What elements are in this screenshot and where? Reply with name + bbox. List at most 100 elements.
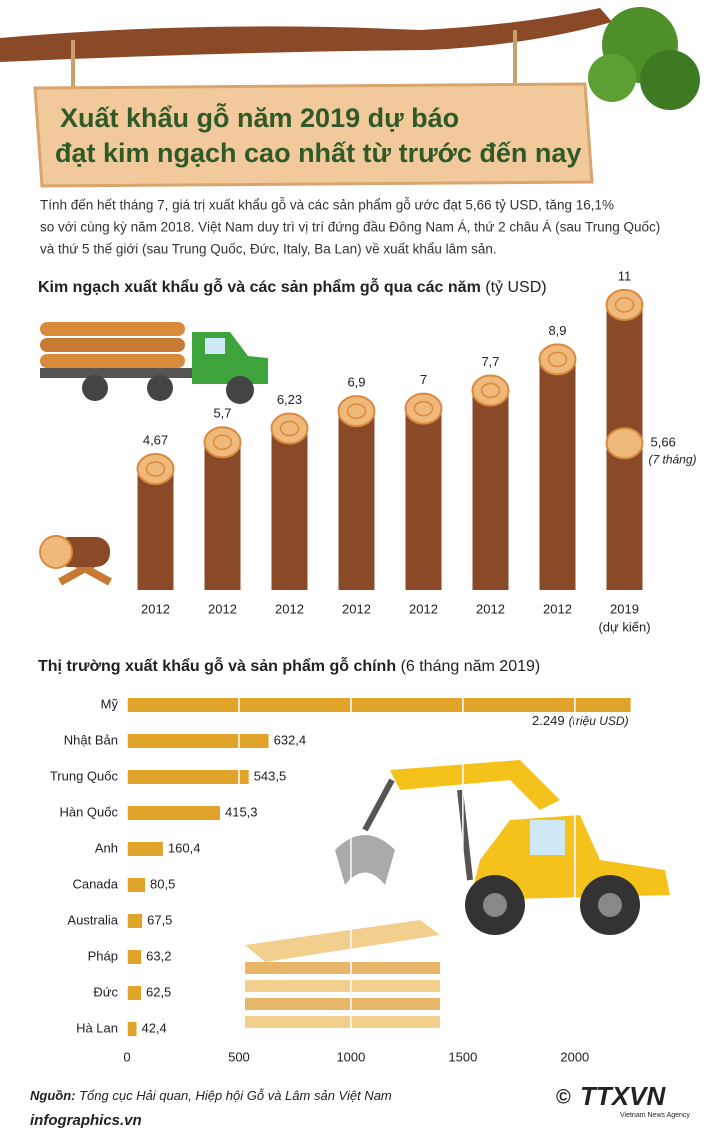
log-top <box>404 392 443 425</box>
x-tick-note: (dự kiến) <box>598 619 650 634</box>
x-tick-label: 2012 <box>409 601 438 616</box>
x-tick-label: 2012 <box>543 601 572 616</box>
value-label: 160,4 <box>168 840 201 855</box>
x-tick-label: 0 <box>123 1049 130 1064</box>
value-text: 2.249 <box>532 713 565 728</box>
x-tick-label: 1000 <box>336 1049 365 1064</box>
chart-title-text: Thị trường xuất khẩu gỗ và sản phẩm gỗ c… <box>38 656 396 675</box>
category-label: Anh <box>95 840 118 855</box>
x-tick-label: 2012 <box>141 601 170 616</box>
log-pile <box>39 535 112 586</box>
log-ring <box>480 382 501 399</box>
log <box>137 468 174 590</box>
chart-title: Thị trường xuất khẩu gỗ và sản phẩm gỗ c… <box>38 656 540 675</box>
unit: (triệu USD) <box>569 714 629 728</box>
value-label: 4,67 <box>143 432 168 447</box>
title-line: đạt kim ngạch cao nhất từ trước đến nay <box>55 138 581 168</box>
intro-line: Tính đến hết tháng 7, giá trị xuất khẩu … <box>40 198 614 213</box>
x-tick-label: 2012 <box>208 601 237 616</box>
partial-label: 5,66 <box>651 435 676 450</box>
value-label: 80,5 <box>150 876 175 891</box>
partial-mark <box>605 427 644 460</box>
chart-title: Kim ngạch xuất khẩu gỗ và các sản phẩm g… <box>38 277 547 296</box>
category-label: Mỹ <box>101 696 119 711</box>
intro-line: và thứ 5 thế giới (sau Trung Quốc, Đức, … <box>40 242 497 257</box>
log-ring <box>614 297 635 313</box>
log-top <box>136 452 175 485</box>
category-label: Australia <box>67 912 118 927</box>
category-label: Trung Quốc <box>50 768 119 783</box>
wooden-sign <box>33 82 594 188</box>
value-label: 11 <box>618 268 632 283</box>
bar <box>127 734 269 748</box>
log <box>472 390 509 590</box>
bar <box>127 950 142 964</box>
log-ring <box>413 400 434 417</box>
bar <box>127 1022 137 1036</box>
value-label: 7,7 <box>481 354 499 369</box>
log <box>338 411 375 590</box>
category-label: Hàn Quốc <box>59 804 118 819</box>
bar <box>127 842 163 856</box>
source: Nguồn: Tổng cục Hải quan, Hiệp hội Gỗ và… <box>30 1088 392 1103</box>
chart-subtitle: (tỷ USD) <box>485 279 546 296</box>
value-label: 67,5 <box>147 912 172 927</box>
bar <box>127 770 249 784</box>
log-ring <box>346 403 367 419</box>
log-ring <box>145 461 166 477</box>
value-label: 7 <box>420 372 427 387</box>
intro-line: so với cùng kỳ năm 2018. Việt Nam duy tr… <box>40 220 660 235</box>
truck <box>40 322 268 404</box>
x-tick-label: 2012 <box>275 601 304 616</box>
value-label: 42,4 <box>141 1020 166 1035</box>
copyright: © <box>556 1086 571 1108</box>
log-top <box>538 343 577 376</box>
log-ring <box>212 434 233 451</box>
bar <box>127 986 141 1000</box>
bar <box>127 878 146 892</box>
log-top <box>337 395 376 428</box>
loader <box>335 760 670 935</box>
title-line: Xuất khẩu gỗ năm 2019 dự báo <box>60 102 459 133</box>
category-label: Đức <box>93 984 118 999</box>
log <box>539 359 576 590</box>
leaves <box>588 7 700 110</box>
chart-subtitle: (6 tháng năm 2019) <box>401 658 541 675</box>
log-top <box>203 426 242 459</box>
log-top <box>605 288 644 321</box>
log <box>271 428 308 590</box>
log <box>405 408 442 590</box>
value-label: 62,5 <box>146 984 171 999</box>
source-label: Nguồn: <box>30 1088 75 1103</box>
value-label: 5,7 <box>213 406 231 421</box>
x-tick-label: 2012 <box>476 601 505 616</box>
x-tick-label: 2000 <box>560 1049 589 1064</box>
bar <box>127 806 220 820</box>
value-label: 2.249 (triệu USD) <box>532 713 629 728</box>
log-top <box>270 412 309 445</box>
value-label: 63,2 <box>146 948 171 963</box>
logo: TTXVN <box>580 1081 666 1111</box>
partial-note: (7 tháng) <box>649 452 697 466</box>
x-tick-label: 500 <box>228 1049 250 1064</box>
branch <box>0 8 612 62</box>
value-label: 632,4 <box>274 732 307 747</box>
log <box>204 442 241 590</box>
lumber-stack <box>245 920 440 1028</box>
value-label: 8,9 <box>548 323 566 338</box>
category-label: Hà Lan <box>76 1020 118 1035</box>
category-label: Pháp <box>88 948 118 963</box>
bar <box>127 698 631 712</box>
footer-site: infographics.vn <box>30 1112 142 1129</box>
log-top <box>471 374 510 407</box>
category-label: Nhật Bản <box>64 732 118 747</box>
x-tick-label: 1500 <box>448 1049 477 1064</box>
log-ring <box>279 420 300 437</box>
value-label: 415,3 <box>225 804 258 819</box>
x-tick-label: 2019 <box>610 601 639 616</box>
value-label: 6,9 <box>347 375 365 390</box>
bar <box>127 914 143 928</box>
log-ring <box>547 351 568 368</box>
source-text: Tổng cục Hải quan, Hiệp hội Gỗ và Lâm sả… <box>79 1088 392 1103</box>
